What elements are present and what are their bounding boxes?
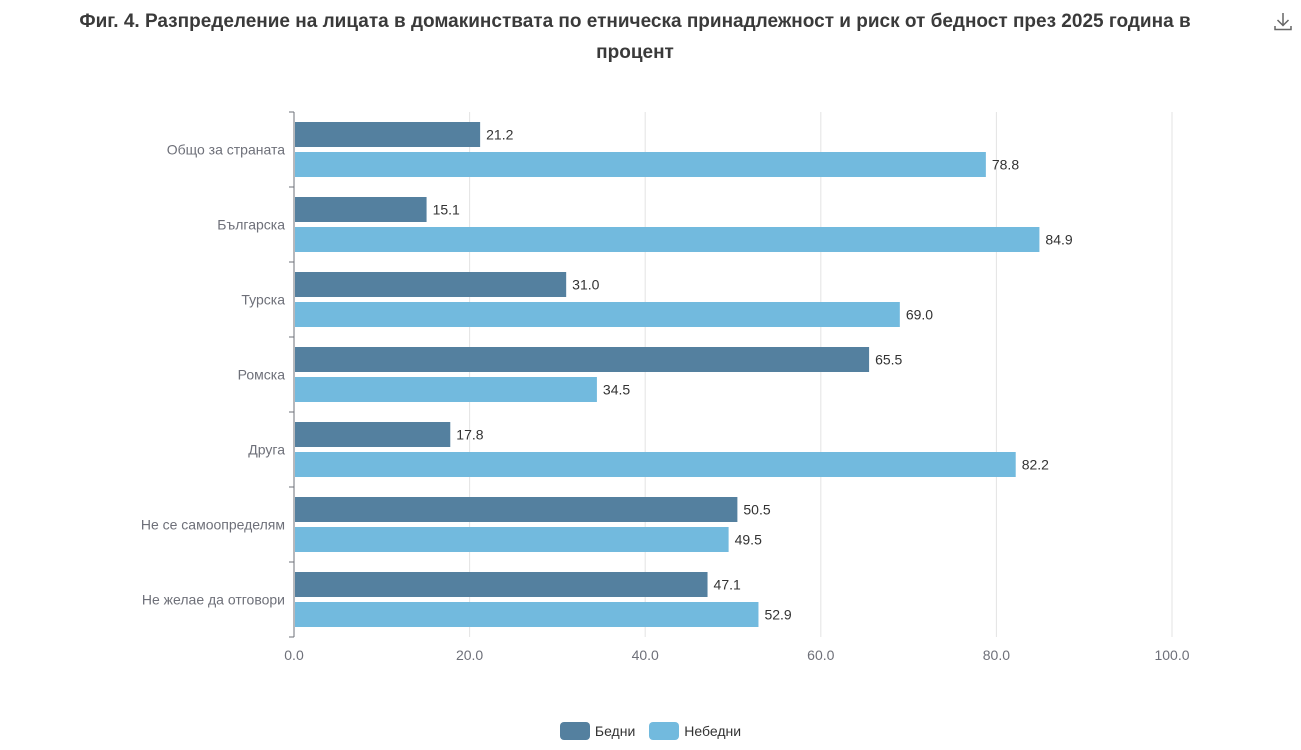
bar-poor (295, 347, 870, 372)
data-label: 65.5 (875, 352, 902, 368)
legend-swatch-not-poor (649, 722, 680, 740)
bar-not-poor (295, 227, 1040, 252)
x-tick-label: 60.0 (807, 647, 834, 663)
category-label: Не желае да отговори (142, 592, 285, 608)
data-label: 21.2 (486, 127, 513, 143)
category-label: Турска (241, 292, 285, 308)
bar-not-poor (295, 452, 1016, 477)
data-label: 78.8 (992, 157, 1019, 173)
category-label: Българска (217, 217, 285, 233)
bar-not-poor (295, 527, 729, 552)
data-label: 15.1 (433, 202, 460, 218)
chart-title: Фиг. 4. Разпределение на лицата в домаки… (79, 11, 1191, 63)
data-label: 84.9 (1045, 232, 1072, 248)
legend-item-poor[interactable]: Бедни (559, 722, 636, 740)
data-label: 31.0 (572, 277, 599, 293)
bar-not-poor (295, 602, 759, 627)
bar-not-poor (295, 302, 900, 327)
bar-poor (295, 422, 451, 447)
data-label: 50.5 (743, 502, 770, 518)
bar-poor (295, 122, 481, 147)
bar-not-poor (295, 377, 597, 402)
bar-chart: 0.0 20.0 40.0 60.0 80.0 100.0 Общо за страната… (141, 111, 1190, 663)
legend-label-poor: Бедни (594, 723, 636, 739)
x-tick-label: 20.0 (456, 647, 483, 663)
data-label: 69.0 (906, 307, 933, 323)
legend: Бедни Небедни (0, 722, 1301, 740)
bar-poor (295, 197, 427, 222)
category-label: Не се самоопределям (141, 517, 285, 533)
x-tick-label: 40.0 (632, 647, 659, 663)
data-label: 47.1 (714, 577, 741, 593)
download-icon[interactable] (1272, 10, 1294, 32)
legend-swatch-poor (559, 722, 590, 740)
bar-not-poor (295, 152, 986, 177)
x-tick-label: 0.0 (284, 647, 304, 663)
bar-poor (295, 272, 567, 297)
data-label: 49.5 (735, 532, 762, 548)
category-label: Друга (248, 442, 285, 458)
bar-poor (295, 572, 708, 597)
x-tick-label: 80.0 (983, 647, 1010, 663)
x-tick-label: 100.0 (1154, 647, 1189, 663)
data-label: 17.8 (456, 427, 483, 443)
category-label: Общо за страната (167, 142, 285, 158)
legend-item-not-poor[interactable]: Небедни (649, 722, 741, 740)
bar-poor (295, 497, 738, 522)
legend-label-not-poor: Небедни (684, 723, 742, 739)
data-label: 52.9 (764, 607, 791, 623)
category-label: Ромска (238, 367, 286, 383)
data-label: 82.2 (1022, 457, 1049, 473)
data-label: 34.5 (603, 382, 630, 398)
